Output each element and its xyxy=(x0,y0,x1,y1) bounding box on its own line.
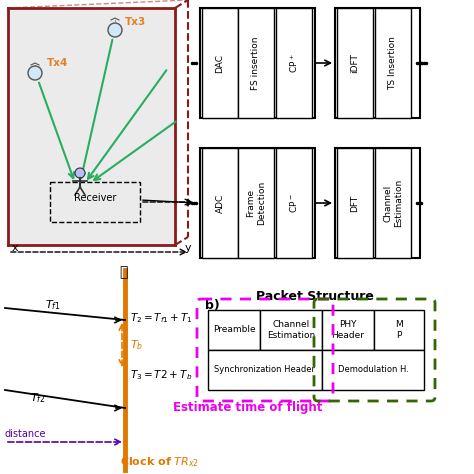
Bar xyxy=(322,310,374,350)
Bar xyxy=(200,148,315,258)
Text: x: x xyxy=(12,243,18,253)
Circle shape xyxy=(75,168,85,178)
Text: $T_3=T2+T_b$: $T_3=T2+T_b$ xyxy=(130,368,192,382)
Text: $T_{f2}$: $T_{f2}$ xyxy=(30,391,46,405)
Text: Tx3: Tx3 xyxy=(125,17,146,27)
Bar xyxy=(202,8,238,118)
Circle shape xyxy=(108,23,122,37)
Text: distance: distance xyxy=(5,429,46,439)
Text: $T_{f1}$: $T_{f1}$ xyxy=(45,298,61,312)
Text: Channel
Estimation: Channel Estimation xyxy=(267,320,315,340)
Text: CP$^-$: CP$^-$ xyxy=(289,193,300,213)
Bar xyxy=(322,350,424,390)
Bar xyxy=(208,310,260,350)
Text: Estimate time of flight: Estimate time of flight xyxy=(173,401,323,414)
Bar xyxy=(238,148,274,258)
Bar xyxy=(375,148,411,258)
Bar xyxy=(276,8,312,118)
Text: Preamble: Preamble xyxy=(213,326,255,335)
Bar xyxy=(208,350,322,390)
Bar xyxy=(335,8,420,118)
Bar xyxy=(276,148,312,258)
Text: Frame
Detection: Frame Detection xyxy=(246,181,266,225)
Text: TS Insertion: TS Insertion xyxy=(389,36,398,90)
Text: Demodulation H.: Demodulation H. xyxy=(337,365,409,374)
Text: Packet Structure: Packet Structure xyxy=(256,290,374,302)
Text: Receiver: Receiver xyxy=(74,193,116,203)
Text: ADC: ADC xyxy=(216,193,225,213)
Text: iDFT: iDFT xyxy=(350,53,359,73)
Bar xyxy=(335,148,420,258)
Text: y: y xyxy=(185,243,191,253)
Text: DAC: DAC xyxy=(216,54,225,73)
Text: CP$^+$: CP$^+$ xyxy=(288,53,300,73)
Bar xyxy=(50,182,140,222)
Text: DFT: DFT xyxy=(350,194,359,211)
Bar xyxy=(337,148,373,258)
Circle shape xyxy=(28,66,42,80)
Bar xyxy=(238,8,274,118)
Text: $T_b$: $T_b$ xyxy=(130,338,143,352)
Bar xyxy=(337,8,373,118)
Text: M
P: M P xyxy=(395,320,403,340)
Text: FS insertion: FS insertion xyxy=(252,36,261,90)
Bar xyxy=(374,310,424,350)
Text: $T_2=T_{f1}+T_1$: $T_2=T_{f1}+T_1$ xyxy=(130,311,193,325)
Bar xyxy=(260,310,322,350)
Bar xyxy=(202,148,238,258)
Bar xyxy=(8,8,175,245)
Text: Synchronization Header: Synchronization Header xyxy=(215,365,316,374)
Bar xyxy=(200,8,315,118)
Text: Clock of $TR_{x2}$: Clock of $TR_{x2}$ xyxy=(120,455,199,469)
Text: Tx4: Tx4 xyxy=(47,58,68,68)
Text: Channel
Estimation: Channel Estimation xyxy=(383,179,403,227)
Text: b): b) xyxy=(205,299,220,311)
Text: ⏰: ⏰ xyxy=(119,265,127,279)
Bar xyxy=(375,8,411,118)
Text: PHY
Header: PHY Header xyxy=(331,320,365,340)
